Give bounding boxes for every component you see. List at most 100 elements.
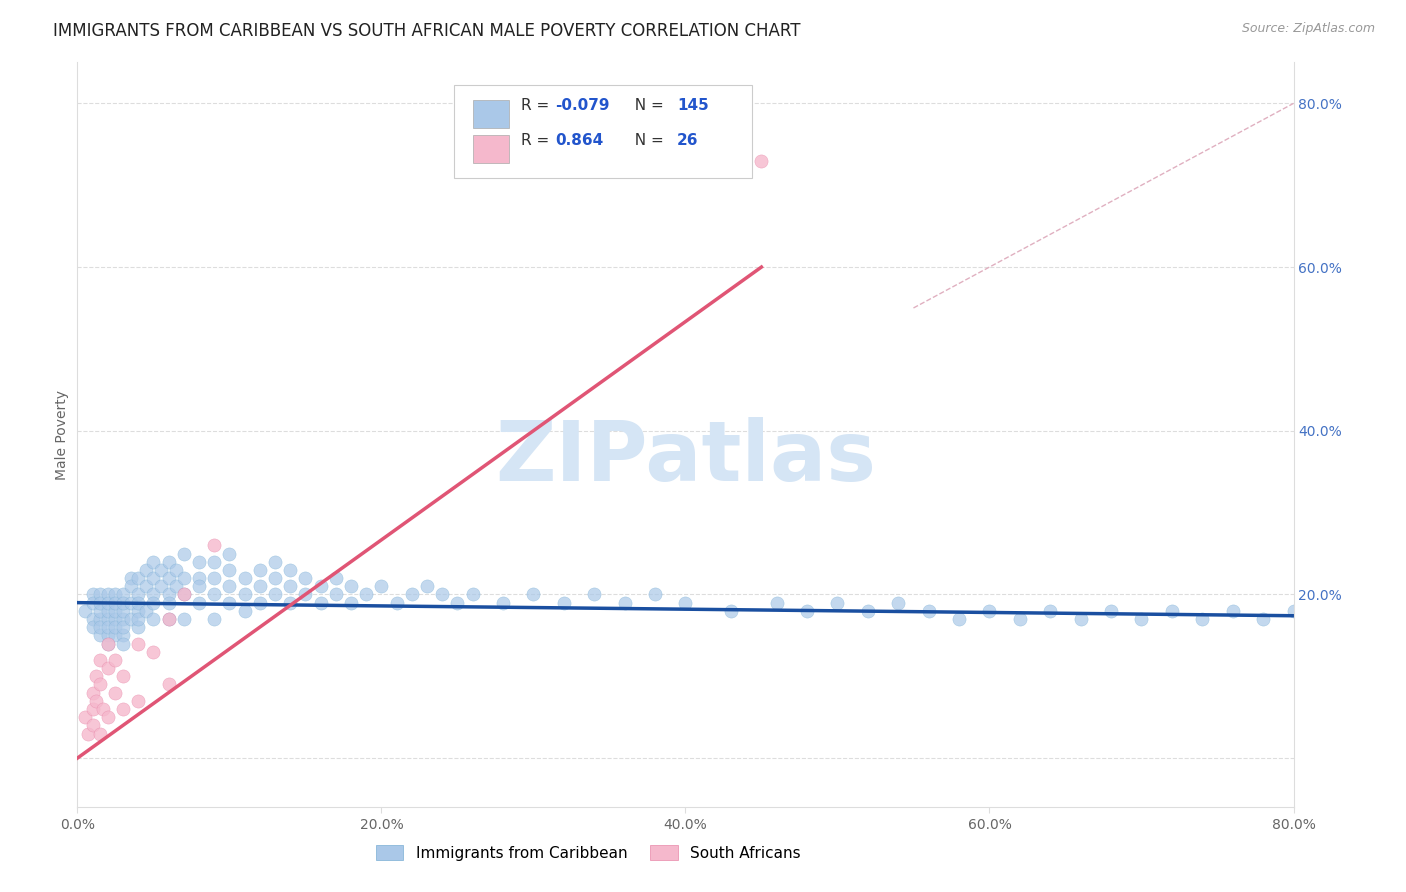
Point xyxy=(97,661,120,675)
Point xyxy=(1282,604,1305,618)
Point xyxy=(149,563,172,577)
Point xyxy=(91,702,114,716)
Point xyxy=(583,587,606,601)
FancyBboxPatch shape xyxy=(454,85,752,178)
Point xyxy=(157,555,180,569)
Point xyxy=(202,571,225,585)
Point xyxy=(77,726,100,740)
Point xyxy=(188,555,211,569)
Point xyxy=(135,579,157,593)
Point xyxy=(430,587,453,601)
Point xyxy=(120,579,142,593)
Point xyxy=(89,596,111,610)
Point xyxy=(142,596,165,610)
Point xyxy=(97,604,120,618)
Text: -0.079: -0.079 xyxy=(555,98,610,113)
Point xyxy=(142,612,165,626)
Point xyxy=(1008,612,1031,626)
Point xyxy=(111,669,134,683)
Point xyxy=(89,604,111,618)
Point xyxy=(149,579,172,593)
Point xyxy=(104,604,127,618)
Point xyxy=(218,579,240,593)
Point xyxy=(218,596,240,610)
Point xyxy=(294,571,316,585)
Point xyxy=(1130,612,1153,626)
Text: N =: N = xyxy=(624,98,668,113)
Point xyxy=(1191,612,1213,626)
Legend: Immigrants from Caribbean, South Africans: Immigrants from Caribbean, South African… xyxy=(370,838,807,867)
Point xyxy=(446,596,468,610)
Point xyxy=(173,547,195,561)
Point xyxy=(82,587,104,601)
Point xyxy=(218,547,240,561)
Point xyxy=(97,612,120,626)
Point xyxy=(1070,612,1092,626)
Point xyxy=(97,710,120,724)
Point xyxy=(135,604,157,618)
Text: 26: 26 xyxy=(676,133,699,148)
Point xyxy=(979,604,1001,618)
Point xyxy=(675,596,697,610)
Point xyxy=(249,563,271,577)
Point xyxy=(1251,612,1274,626)
Point xyxy=(142,645,165,659)
Text: IMMIGRANTS FROM CARIBBEAN VS SOUTH AFRICAN MALE POVERTY CORRELATION CHART: IMMIGRANTS FROM CARIBBEAN VS SOUTH AFRIC… xyxy=(53,22,801,40)
Point xyxy=(82,702,104,716)
Point xyxy=(104,628,127,642)
Point xyxy=(416,579,439,593)
Point xyxy=(233,604,256,618)
Point xyxy=(644,587,666,601)
Point xyxy=(157,596,180,610)
Text: 145: 145 xyxy=(676,98,709,113)
Point xyxy=(218,563,240,577)
Point xyxy=(111,628,134,642)
Point xyxy=(325,571,347,585)
Point xyxy=(173,571,195,585)
Point xyxy=(165,563,187,577)
Point xyxy=(796,604,818,618)
Point xyxy=(82,612,104,626)
Point xyxy=(127,694,149,708)
Point xyxy=(1222,604,1244,618)
Point xyxy=(82,620,104,634)
Point xyxy=(89,628,111,642)
Point xyxy=(111,604,134,618)
Point xyxy=(1161,604,1184,618)
Point xyxy=(188,579,211,593)
Point xyxy=(309,579,332,593)
Point xyxy=(249,596,271,610)
Point xyxy=(461,587,484,601)
Point xyxy=(202,555,225,569)
Point xyxy=(188,596,211,610)
Point xyxy=(142,587,165,601)
Point xyxy=(142,555,165,569)
Point xyxy=(104,612,127,626)
Point xyxy=(887,596,910,610)
Point xyxy=(120,596,142,610)
Point xyxy=(264,571,287,585)
Point xyxy=(97,596,120,610)
Point xyxy=(173,587,195,601)
Point xyxy=(135,563,157,577)
Point xyxy=(157,612,180,626)
Point xyxy=(111,612,134,626)
Point xyxy=(82,718,104,732)
Text: R =: R = xyxy=(522,98,554,113)
Text: 0.864: 0.864 xyxy=(555,133,603,148)
Point xyxy=(948,612,970,626)
Point xyxy=(111,596,134,610)
Point xyxy=(111,587,134,601)
Point xyxy=(294,587,316,601)
Point xyxy=(354,587,377,601)
Point xyxy=(104,653,127,667)
Point xyxy=(188,571,211,585)
Point xyxy=(1039,604,1062,618)
Point xyxy=(233,571,256,585)
Point xyxy=(127,604,149,618)
Point xyxy=(127,587,149,601)
Point xyxy=(309,596,332,610)
Point xyxy=(73,604,96,618)
Point xyxy=(89,620,111,634)
Point xyxy=(720,604,742,618)
